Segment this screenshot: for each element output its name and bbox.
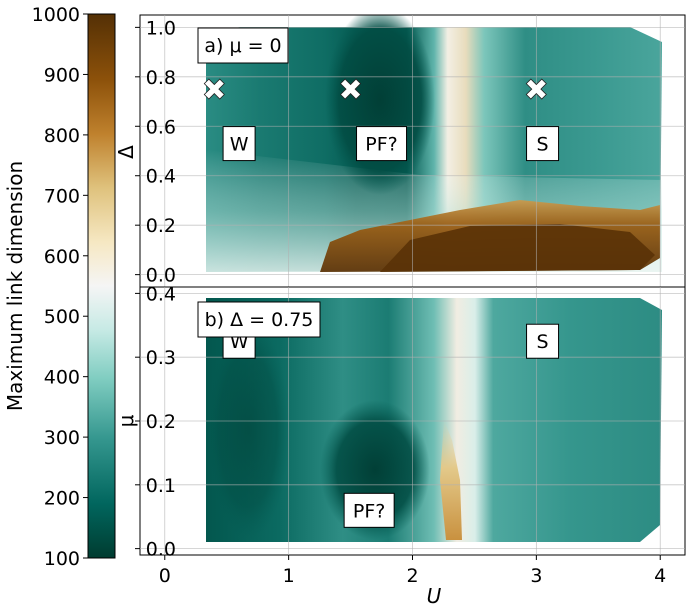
y-tick-label: 1.0 (146, 17, 176, 39)
colorbar-tick-label: 200 (44, 488, 80, 510)
panel-a-title-box: a) μ = 0 (197, 27, 289, 64)
y-tick-label: 0.8 (146, 67, 176, 89)
panel-a-title: a) μ = 0 (204, 35, 281, 57)
region-label-box (356, 126, 408, 162)
panel-a-heatmap (206, 15, 662, 272)
colorbar-tick-label: 1000 (32, 4, 80, 26)
panel-b-yticks: 0.0 0.1 0.2 0.3 0.4 (135, 283, 176, 561)
y-tick-label: 0.4 (146, 166, 176, 188)
colorbar-tick-label: 100 (44, 548, 80, 570)
colorbar-tick-label: 700 (44, 185, 80, 207)
y-tick-label: 0.2 (146, 411, 176, 433)
panel-a: 0.0 0.2 0.4 0.6 0.8 1.0 Δ ✖ ✖ ✖ W PF? S a) μ = 0 (114, 14, 686, 288)
colorbar-label: Maximum link dimension (3, 161, 27, 411)
x-tick-label: 3 (530, 565, 542, 587)
panel-b-title-box: b) Δ = 0.75 (197, 301, 321, 338)
panel-b-title: b) Δ = 0.75 (205, 309, 314, 331)
colorbar: 100 200 300 400 500 600 700 800 900 1000 Maximum … (3, 4, 116, 570)
colorbar-tick-label: 300 (44, 427, 80, 449)
colorbar-tick-label: 900 (44, 64, 80, 86)
panel-b-xticks: 0 1 2 3 4 (159, 555, 666, 587)
region-label-box (526, 126, 560, 162)
y-tick-label: 0.0 (146, 539, 176, 561)
x-tick-label: 1 (283, 565, 295, 587)
region-label-box (343, 492, 395, 528)
cross-marker: ✖ (202, 73, 227, 108)
cross-marker: ✖ (524, 73, 549, 108)
y-tick-label: 0.4 (146, 283, 176, 305)
y-tick-label: 0.6 (146, 116, 176, 138)
region-label: S (537, 134, 549, 156)
panel-b-grid (140, 287, 685, 555)
region-label: W (230, 134, 249, 156)
x-tick-label: 0 (159, 565, 171, 587)
x-axis-label: U (427, 584, 442, 608)
y-tick-label: 0.2 (146, 215, 176, 237)
y-tick-label: 0.0 (146, 265, 176, 287)
colorbar-gradient (87, 13, 116, 559)
region-label-box (222, 126, 256, 162)
region-label: PF? (353, 500, 385, 522)
panel-a-ylabel: Δ (114, 145, 138, 159)
y-tick-label: 0.1 (146, 475, 176, 497)
y-tick-label: 0.3 (146, 347, 176, 369)
panel-a-region-labels: W PF? S (222, 126, 560, 162)
region-label-box (526, 323, 560, 359)
x-tick-label: 2 (406, 565, 418, 587)
panel-b-ylabel: μ (114, 414, 138, 427)
colorbar-ticks: 100 200 300 400 500 600 700 800 900 1000 (32, 4, 88, 570)
region-label: PF? (365, 134, 397, 156)
colorbar-tick-label: 400 (44, 367, 80, 389)
panel-a-markers: ✖ ✖ ✖ (201, 73, 549, 109)
colorbar-tick-label: 800 (44, 125, 80, 147)
region-label: S (537, 331, 549, 353)
panel-a-yticks: 0.0 0.2 0.4 0.6 0.8 1.0 (135, 17, 176, 287)
cross-marker: ✖ (338, 73, 363, 108)
x-tick-label: 4 (654, 565, 666, 587)
colorbar-tick-label: 600 (44, 246, 80, 268)
colorbar-tick-label: 500 (44, 306, 80, 328)
